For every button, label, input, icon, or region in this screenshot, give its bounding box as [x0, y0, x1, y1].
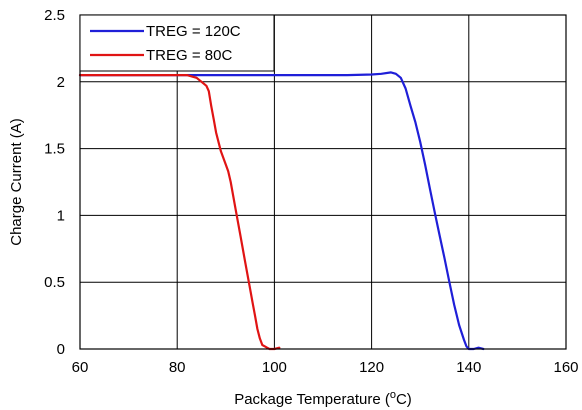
y-tick-label: 2.5 — [44, 7, 65, 24]
plot-frame — [79, 14, 567, 350]
series-line-treg-80 — [78, 73, 281, 351]
x-tick-label: 80 — [169, 359, 186, 376]
x-axis-title-tail: C) — [396, 391, 412, 408]
series-layer — [78, 71, 485, 351]
legend-box — [79, 14, 275, 72]
y-tick-label: 1 — [57, 207, 65, 224]
legend-label-treg-120: TREG = 120C — [146, 23, 241, 40]
y-tick-label: 0 — [57, 341, 65, 358]
x-axis-title-superscript: o — [390, 389, 396, 401]
x-axis-title: Package Temperature (oC) — [234, 389, 412, 408]
legend: TREG = 120C TREG = 80C — [79, 14, 275, 72]
x-tick-label: 100 — [262, 359, 287, 376]
x-tick-label: 120 — [359, 359, 384, 376]
y-axis-title: Charge Current (A) — [8, 118, 25, 246]
series-line-treg-120 — [78, 71, 485, 351]
y-tick-label: 0.5 — [44, 274, 65, 291]
y-tick-label: 2 — [57, 74, 65, 91]
y-tick-label: 1.5 — [44, 141, 65, 158]
x-tick-label: 160 — [553, 359, 578, 376]
x-tick-label: 140 — [456, 359, 481, 376]
tick-labels: 60 80 100 120 140 160 0 0.5 1 1.5 2 2.5 — [44, 7, 578, 376]
x-axis-title-main: Package Temperature ( — [234, 391, 390, 408]
x-tick-label: 60 — [72, 359, 89, 376]
legend-label-treg-80: TREG = 80C — [146, 47, 232, 64]
